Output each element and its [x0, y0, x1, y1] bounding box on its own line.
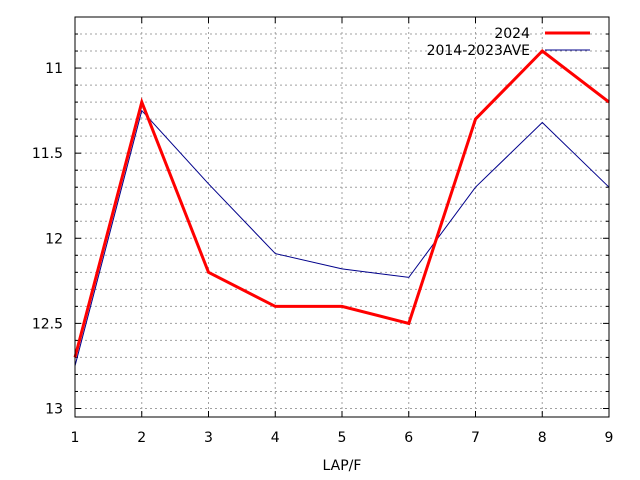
- y-tick-label: 11.5: [32, 146, 63, 162]
- x-tick-label: 3: [204, 430, 213, 446]
- x-tick-label: 8: [538, 430, 547, 446]
- series-line-2024: [73, 49, 610, 358]
- x-tick-label: 4: [271, 430, 280, 446]
- x-tick-label: 7: [471, 430, 480, 446]
- x-tick-label: 1: [71, 430, 80, 446]
- y-tick-label: 11: [45, 61, 63, 77]
- plot-frame: [74, 16, 610, 418]
- x-tick-label: 6: [404, 430, 413, 446]
- x-tick-label: 9: [605, 430, 614, 446]
- legend-label: 2024: [494, 26, 530, 42]
- x-tick-label: 5: [338, 430, 347, 446]
- x-tick-label: 2: [137, 430, 146, 446]
- y-tick-label: 12.5: [32, 316, 63, 332]
- grid: [75, 16, 609, 417]
- legend-label: 2014-2023AVE: [427, 43, 530, 59]
- y-tick-label: 12: [45, 231, 63, 247]
- y-tick-label: 13: [45, 401, 63, 417]
- series-line-average: [74, 109, 610, 367]
- y-tick-labels: 11 11.5 12 12.5 13: [32, 61, 63, 417]
- series-lines: [73, 49, 610, 367]
- x-tick-labels: 1 2 3 4 5 6 7 8 9: [71, 430, 614, 446]
- x-axis-label: LAP/F: [323, 458, 362, 474]
